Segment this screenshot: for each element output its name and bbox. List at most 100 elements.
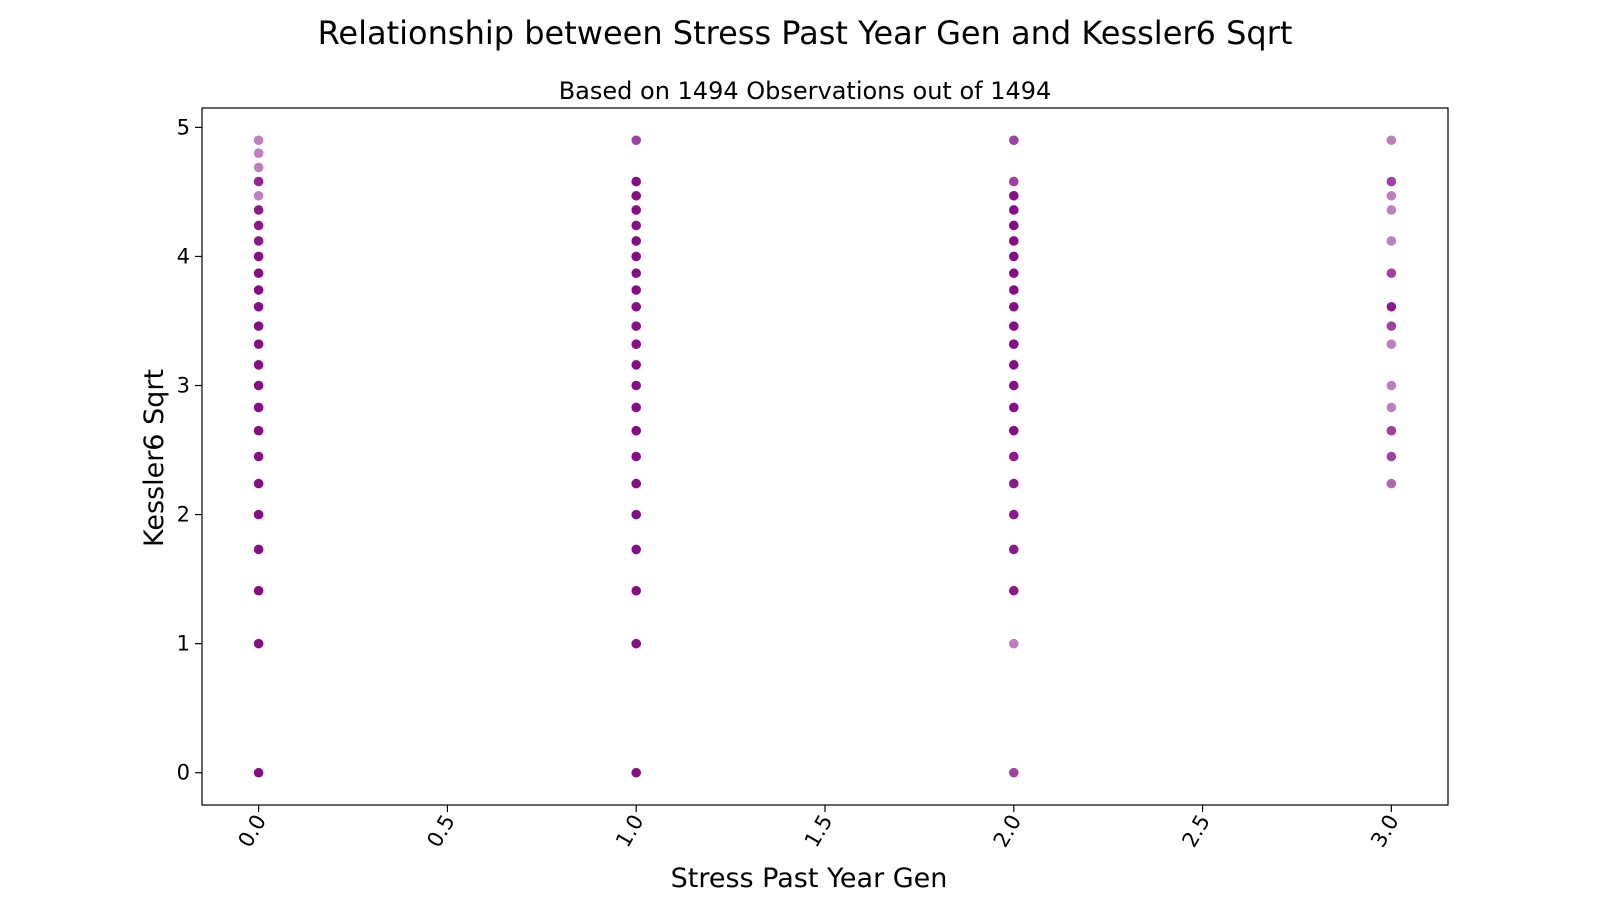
scatter-point: [631, 402, 642, 413]
scatter-point: [253, 321, 264, 331]
scatter-point: [1386, 478, 1397, 489]
scatter-point: [253, 380, 264, 391]
scatter-point: [1386, 451, 1397, 462]
scatter-point: [631, 190, 642, 201]
x-axis-label: Stress Past Year Gen: [671, 863, 948, 894]
scatter-point: [253, 285, 264, 295]
scatter-point: [631, 451, 642, 462]
scatter-point: [631, 285, 642, 295]
y-tick-label: 1: [177, 632, 190, 656]
scatter-point: [253, 425, 264, 436]
scatter-point: [253, 544, 264, 555]
scatter-point: [1008, 205, 1019, 215]
scatter-point: [1008, 360, 1019, 370]
scatter-point: [253, 176, 264, 187]
scatter-point: [631, 268, 642, 279]
scatter-point: [1008, 544, 1019, 555]
scatter-point: [1386, 205, 1397, 215]
scatter-point: [631, 544, 642, 555]
scatter-point: [253, 268, 264, 279]
scatter-point: [253, 162, 264, 173]
x-tick-label: 1.0: [611, 811, 648, 852]
scatter-point: [253, 767, 264, 778]
scatter-point: [1008, 268, 1019, 279]
x-tick-label: 0.5: [422, 811, 459, 852]
scatter-point: [253, 148, 264, 158]
scatter-point: [631, 425, 642, 436]
y-tick-label: 4: [177, 244, 190, 268]
scatter-point: [631, 360, 642, 370]
scatter-point: [1008, 236, 1019, 246]
scatter-point: [631, 585, 642, 596]
scatter-point: [1386, 268, 1397, 279]
scatter-point: [631, 321, 642, 331]
plot-frame: [201, 107, 1449, 806]
scatter-point: [1008, 451, 1019, 462]
scatter-point: [631, 176, 642, 187]
scatter-point: [253, 478, 264, 489]
scatter-point: [1386, 190, 1397, 201]
x-tick-label: 1.5: [800, 811, 837, 852]
scatter-point: [253, 301, 264, 312]
scatter-point: [253, 135, 264, 146]
scatter-point: [1008, 251, 1019, 262]
scatter-point: [253, 451, 264, 462]
scatter-point: [1008, 425, 1019, 436]
scatter-point: [1008, 339, 1019, 350]
scatter-point: [253, 402, 264, 413]
scatter-point: [1008, 176, 1019, 187]
y-axis-label: Kessler6 Sqrt: [139, 369, 170, 547]
scatter-point: [253, 220, 264, 231]
y-tick-label: 2: [177, 503, 190, 527]
scatter-point: [631, 509, 642, 520]
scatter-point: [631, 205, 642, 215]
scatter-point: [1008, 509, 1019, 520]
scatter-point: [1008, 585, 1019, 596]
scatter-point: [1386, 301, 1397, 312]
y-tick-label: 3: [177, 374, 190, 398]
scatter-point: [1008, 301, 1019, 312]
scatter-point: [631, 135, 642, 146]
scatter-point: [1008, 285, 1019, 295]
scatter-point: [631, 767, 642, 778]
scatter-point: [631, 380, 642, 391]
scatter-point: [631, 478, 642, 489]
scatter-point: [1386, 176, 1397, 187]
scatter-point: [1386, 236, 1397, 246]
scatter-point: [1386, 339, 1397, 350]
scatter-point: [253, 339, 264, 350]
plot-area: 0.0 0.5 1.0 1.5 2.0 2.5 3.0 0 1 2 3 4 5: [177, 107, 1449, 852]
scatter-point: [631, 301, 642, 312]
scatter-point: [1386, 380, 1397, 391]
scatter-point: [1386, 425, 1397, 436]
scatter-point: [253, 190, 264, 201]
scatter-point: [253, 585, 264, 596]
scatter-point: [631, 638, 642, 649]
scatter-point: [253, 251, 264, 262]
scatter-point: [1386, 135, 1397, 146]
y-tick-label: 5: [177, 115, 190, 139]
scatter-point: [631, 220, 642, 231]
scatter-point: [1008, 402, 1019, 413]
scatter-point: [631, 339, 642, 350]
scatter-point: [1008, 190, 1019, 201]
x-tick-label: 2.5: [1177, 811, 1214, 852]
scatter-point: [1008, 638, 1019, 649]
scatter-point: [631, 251, 642, 262]
scatter-point: [1008, 478, 1019, 489]
scatter-point: [253, 638, 264, 649]
scatter-point: [1008, 220, 1019, 231]
scatter-point: [253, 236, 264, 246]
scatter-point: [253, 205, 264, 215]
x-tick-label: 0.0: [233, 811, 270, 852]
scatter-point: [1386, 321, 1397, 331]
chart-title: Relationship between Stress Past Year Ge…: [318, 14, 1293, 52]
x-tick-label: 3.0: [1366, 811, 1403, 852]
scatter-point: [253, 509, 264, 520]
scatter-point: [1008, 767, 1019, 778]
y-tick-label: 0: [177, 761, 190, 785]
scatter-point: [631, 236, 642, 246]
x-tick-label: 2.0: [989, 811, 1026, 852]
scatter-point: [1008, 321, 1019, 331]
